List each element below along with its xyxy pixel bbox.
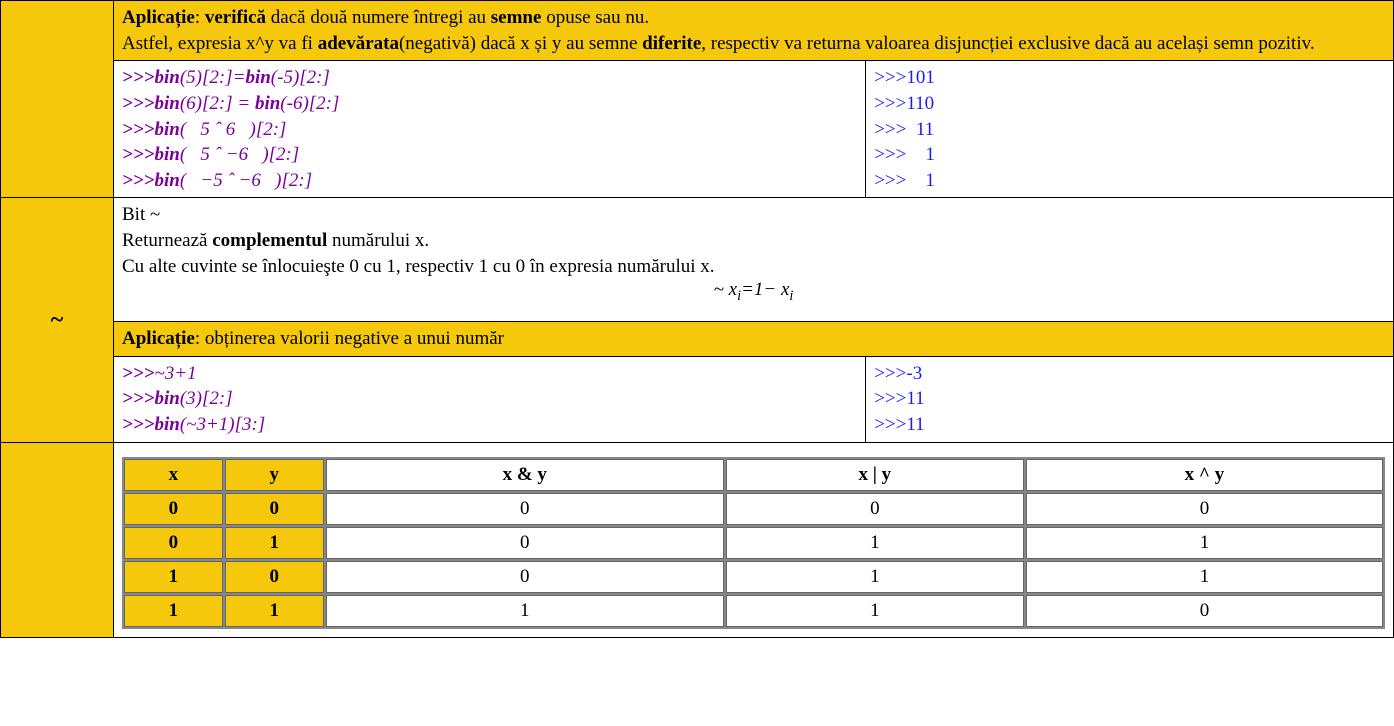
- truth-cell: 1: [225, 527, 324, 559]
- truth-cell: 1: [225, 595, 324, 627]
- truth-cell: 1: [726, 561, 1024, 593]
- truth-cell: 0: [225, 493, 324, 525]
- truth-cell: 0: [326, 493, 724, 525]
- xor-code-input: >>>bin(5)[2:]=bin(-5)[2:] >>>bin(6)[2:] …: [114, 61, 866, 198]
- truth-cell: 0: [326, 527, 724, 559]
- not-code-output: >>>-3 >>>11 >>>11: [866, 356, 1394, 442]
- truth-header: y: [225, 459, 324, 491]
- truth-cell: 1: [1026, 561, 1383, 593]
- truth-cell: 1: [1026, 527, 1383, 559]
- not-application-desc: Aplicație: obținerea valorii negative a …: [114, 322, 1394, 357]
- truth-header: x & y: [326, 459, 724, 491]
- truth-cell: 0: [726, 493, 1024, 525]
- truth-header: x | y: [726, 459, 1024, 491]
- truth-header: x: [124, 459, 223, 491]
- truth-header: x ^ y: [1026, 459, 1383, 491]
- truth-cell: 1: [726, 595, 1024, 627]
- truth-cell: 1: [726, 527, 1024, 559]
- xor-application-desc: Aplicație: verifică dacă două numere înt…: [114, 1, 1394, 61]
- truth-cell: 1: [124, 595, 223, 627]
- truth-cell: 1: [124, 561, 223, 593]
- truth-cell: 1: [326, 595, 724, 627]
- truth-operator-cell: [1, 442, 114, 637]
- truth-table-cell: xyx & yx | yx ^ y00000010111001111110: [114, 442, 1394, 637]
- xor-operator-cell: [1, 1, 114, 198]
- truth-cell: 0: [225, 561, 324, 593]
- not-description: Bit ~ Returnează complementul numărului …: [114, 198, 1394, 322]
- truth-table: xyx & yx | yx ^ y00000010111001111110: [122, 457, 1385, 629]
- truth-cell: 0: [326, 561, 724, 593]
- truth-cell: 0: [124, 527, 223, 559]
- not-formula: ~ xi=1− xi: [122, 279, 1385, 305]
- operators-table: Aplicație: verifică dacă două numere înt…: [0, 0, 1394, 638]
- not-code-input: >>>~3+1 >>>bin(3)[2:] >>>bin(~3+1)[3:]: [114, 356, 866, 442]
- truth-cell: 0: [124, 493, 223, 525]
- truth-cell: 0: [1026, 595, 1383, 627]
- app-label: Aplicație: [122, 7, 195, 28]
- not-operator-cell: ~: [1, 198, 114, 442]
- xor-code-output: >>>101 >>>110 >>> 11 >>> 1 >>> 1: [866, 61, 1394, 198]
- truth-cell: 0: [1026, 493, 1383, 525]
